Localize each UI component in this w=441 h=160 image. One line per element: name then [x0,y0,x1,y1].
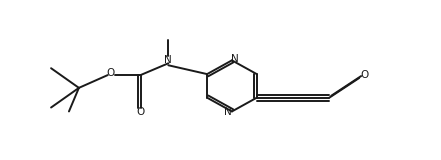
Text: O: O [136,107,145,117]
Text: N: N [231,54,239,64]
Text: N: N [224,107,232,117]
Text: N: N [164,55,172,65]
Text: O: O [360,70,368,80]
Text: O: O [107,68,115,78]
